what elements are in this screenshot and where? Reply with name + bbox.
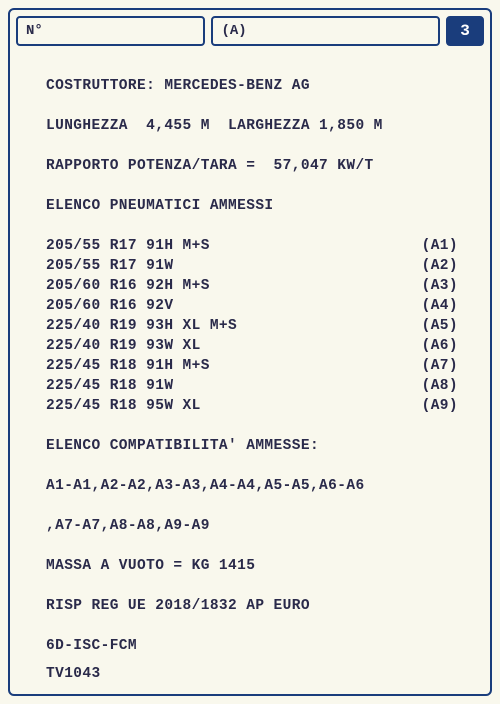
tire-row: 205/55 R17 91H M+S (A1)	[46, 236, 478, 256]
tire-row: 205/60 R16 92H M+S (A3)	[46, 276, 478, 296]
tire-spec: 205/60 R16 92V	[46, 296, 173, 316]
tire-code: (A2)	[422, 256, 458, 276]
line-mass: MASSA A VUOTO = KG 1415	[46, 556, 478, 576]
line-power-ratio: RAPPORTO POTENZA/TARA = 57,047 KW/T	[46, 156, 478, 176]
header-box-n: N°	[16, 16, 205, 46]
line-6d: 6D-ISC-FCM	[46, 636, 478, 656]
tire-spec: 225/45 R18 95W XL	[46, 396, 201, 416]
page-number: 3	[460, 22, 470, 40]
tire-spec: 225/40 R19 93W XL	[46, 336, 201, 356]
header-a-label: (A)	[221, 23, 246, 39]
tire-spec: 225/40 R19 93H XL M+S	[46, 316, 237, 336]
tire-spec: 205/60 R16 92H M+S	[46, 276, 210, 296]
line-constructor: COSTRUTTORE: MERCEDES-BENZ AG	[46, 76, 478, 96]
tire-code: (A3)	[422, 276, 458, 296]
tire-row: 205/55 R17 91W (A2)	[46, 256, 478, 276]
tire-spec: 225/45 R18 91W	[46, 376, 173, 396]
line-dimensions: LUNGHEZZA 4,455 M LARGHEZZA 1,850 M	[46, 116, 478, 136]
tire-code: (A8)	[422, 376, 458, 396]
tire-row: 225/40 R19 93H XL M+S (A5)	[46, 316, 478, 336]
tire-code: (A5)	[422, 316, 458, 336]
tire-spec: 225/45 R18 91H M+S	[46, 356, 210, 376]
line-compat-2: ,A7-A7,A8-A8,A9-A9	[46, 516, 478, 536]
tire-row: 205/60 R16 92V (A4)	[46, 296, 478, 316]
line-compat-header: ELENCO COMPATIBILITA' AMMESSE:	[46, 436, 478, 456]
tire-spec: 205/55 R17 91H M+S	[46, 236, 210, 256]
document-frame: N° (A) 3 COSTRUTTORE: MERCEDES-BENZ AG L…	[8, 8, 492, 696]
tire-code: (A4)	[422, 296, 458, 316]
tire-row: 225/45 R18 91W (A8)	[46, 376, 478, 396]
tires-list: 205/55 R17 91H M+S (A1) 205/55 R17 91W (A2)…	[46, 236, 478, 416]
line-compat-1: A1-A1,A2-A2,A3-A3,A4-A4,A5-A5,A6-A6	[46, 476, 478, 496]
tire-code: (A6)	[422, 336, 458, 356]
tire-code: (A7)	[422, 356, 458, 376]
tire-row: 225/45 R18 91H M+S (A7)	[46, 356, 478, 376]
tire-code: (A1)	[422, 236, 458, 256]
header-box-a: (A)	[211, 16, 440, 46]
tire-row: 225/45 R18 95W XL (A9)	[46, 396, 478, 416]
header-row: N° (A) 3	[16, 16, 484, 46]
header-box-page: 3	[446, 16, 484, 46]
footer-code: TV1043	[16, 660, 484, 688]
tire-row: 225/40 R19 93W XL (A6)	[46, 336, 478, 356]
line-reg: RISP REG UE 2018/1832 AP EURO	[46, 596, 478, 616]
tire-spec: 205/55 R17 91W	[46, 256, 173, 276]
content-body: COSTRUTTORE: MERCEDES-BENZ AG LUNGHEZZA …	[16, 52, 484, 660]
tire-code: (A9)	[422, 396, 458, 416]
line-tires-header: ELENCO PNEUMATICI AMMESSI	[46, 196, 478, 216]
header-n-label: N°	[26, 23, 43, 39]
